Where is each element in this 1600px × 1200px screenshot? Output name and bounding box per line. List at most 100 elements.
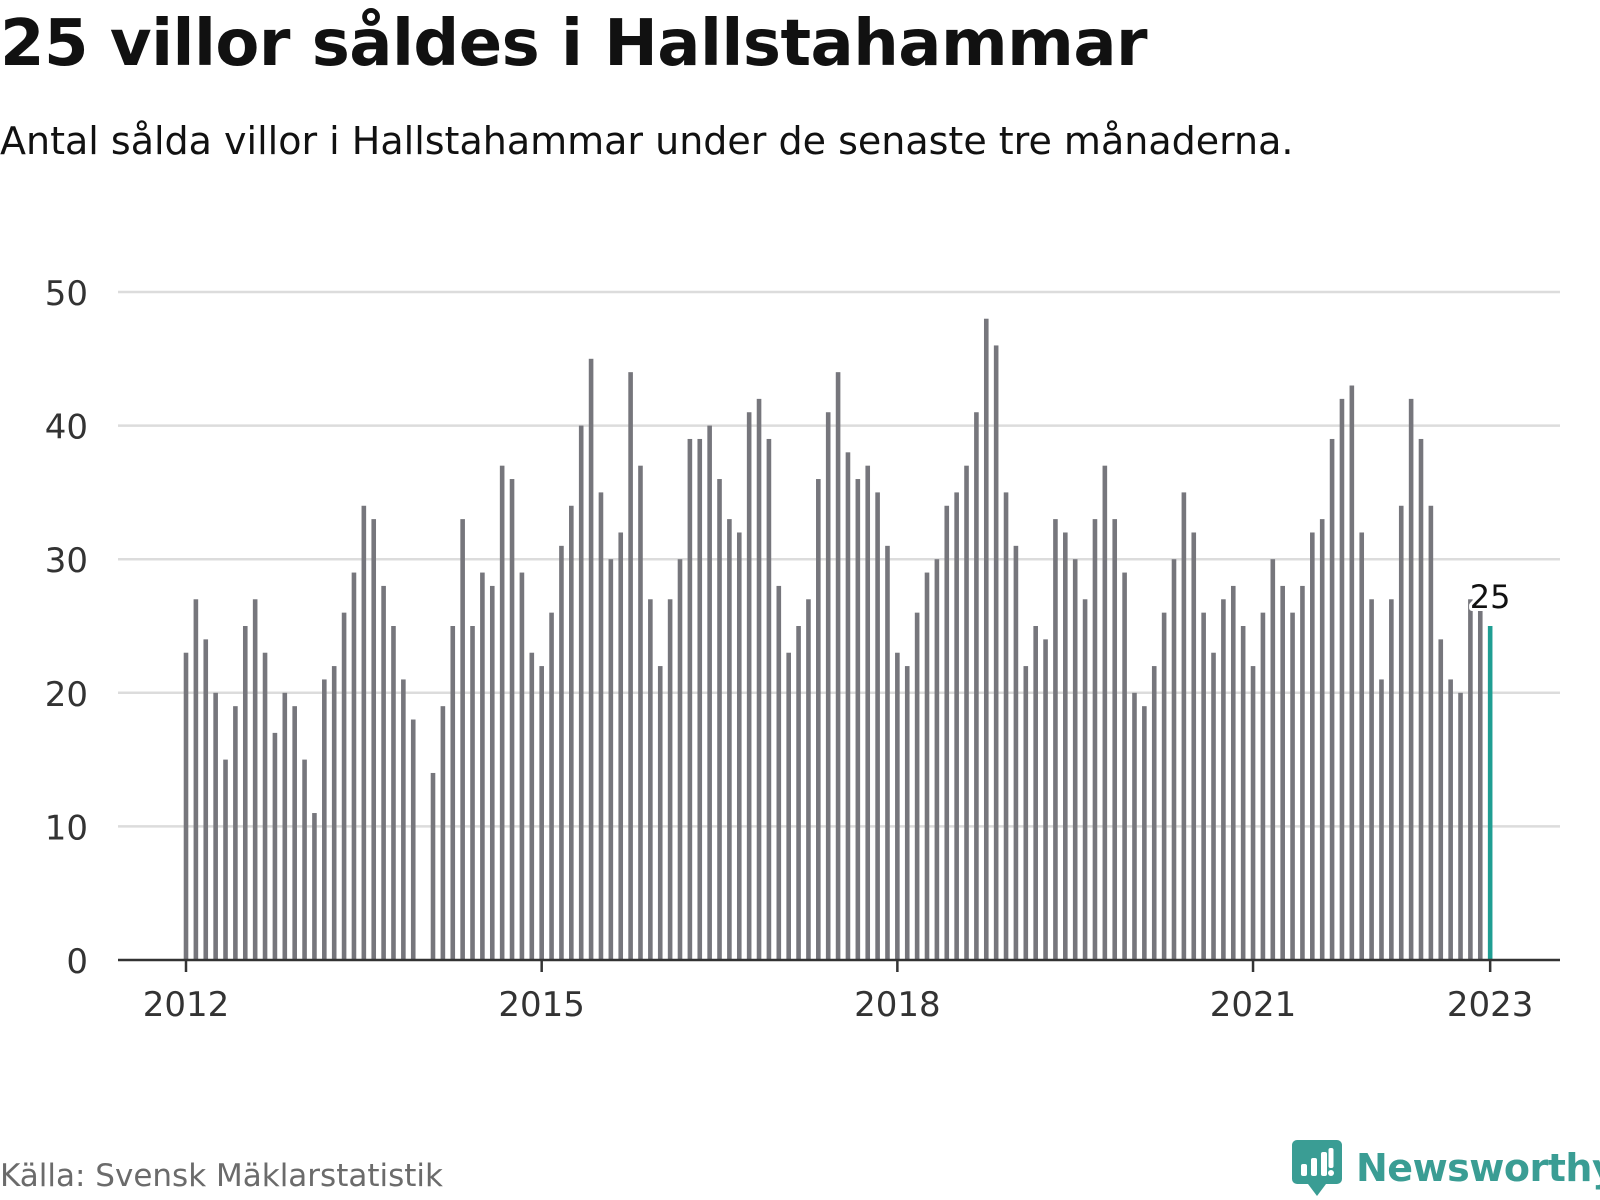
bar [203, 639, 209, 960]
bar [233, 706, 238, 960]
bar [1359, 532, 1365, 960]
bar [638, 465, 643, 960]
bar [1053, 519, 1058, 960]
x-tick-label-2018: 2018 [854, 985, 941, 1025]
bar [470, 626, 475, 960]
bar [588, 358, 594, 960]
bar [1310, 532, 1315, 960]
y-tick-label-30: 30 [45, 541, 88, 581]
data-labels: 25 [1467, 575, 1514, 619]
bar [262, 652, 268, 960]
bar [489, 585, 495, 960]
source-note: Källa: Svensk Mäklarstatistik [0, 1158, 443, 1194]
bar [687, 438, 693, 961]
bar [1201, 612, 1206, 960]
bar [341, 612, 347, 960]
bar [904, 666, 910, 960]
bar [1181, 492, 1187, 960]
bar [430, 772, 436, 960]
bar [371, 519, 377, 960]
bar [895, 652, 900, 960]
bar [648, 599, 653, 960]
bar [1102, 465, 1108, 960]
bar-chart: 0 10 20 30 40 50 2012 2015 2018 2021 2023 25 [45, 274, 1560, 1025]
bar [252, 599, 258, 960]
bar [766, 438, 772, 961]
bar [322, 679, 327, 960]
bar [697, 438, 703, 961]
bar [1161, 612, 1167, 960]
bar [835, 372, 841, 960]
bar [1082, 599, 1088, 960]
bar [213, 692, 218, 960]
bar [509, 479, 515, 960]
bar [954, 492, 959, 960]
bar [1191, 532, 1197, 960]
bar [529, 652, 535, 960]
bar [440, 706, 446, 960]
bar-highlight [1487, 626, 1493, 960]
bar [519, 572, 525, 960]
bar [1063, 532, 1068, 960]
bar [1221, 599, 1226, 960]
bar [1369, 599, 1374, 960]
bar [1171, 559, 1177, 960]
bar [727, 519, 732, 960]
bar [677, 559, 683, 960]
bar [1300, 585, 1305, 960]
bar [1468, 599, 1473, 960]
y-tick-label-50: 50 [45, 274, 88, 314]
bar [865, 465, 871, 960]
bar [796, 626, 801, 960]
bar [806, 599, 811, 960]
bar [183, 652, 189, 960]
bar [914, 612, 920, 960]
bar [845, 452, 851, 960]
bar [1448, 679, 1453, 960]
bar [885, 545, 890, 960]
bar [1329, 438, 1335, 961]
bar [1023, 666, 1029, 960]
chart-subtitle: Antal sålda villor i Hallstahammar under… [0, 119, 1294, 163]
bar [450, 626, 456, 960]
bar [1013, 545, 1019, 960]
bar [944, 505, 950, 960]
bar [1477, 599, 1483, 960]
bar [242, 626, 248, 960]
bar [1072, 559, 1078, 960]
bar [964, 465, 969, 960]
x-tick-label-2021: 2021 [1210, 985, 1297, 1025]
bar [1458, 692, 1463, 960]
bar [1290, 612, 1295, 960]
bar [351, 572, 357, 960]
bar [736, 532, 742, 960]
bar [499, 465, 505, 960]
bar [1418, 438, 1424, 961]
bar [993, 345, 999, 960]
bar [1043, 639, 1048, 960]
brand-name: Newsworthy [1356, 1146, 1600, 1190]
bar [974, 412, 979, 960]
y-axis-ticks: 0 10 20 30 40 50 [45, 274, 88, 982]
bar [1280, 585, 1285, 960]
bar [1122, 572, 1127, 960]
brand[interactable]: Newsworthy [1292, 1140, 1600, 1196]
bars [183, 318, 1493, 961]
bar [1230, 585, 1236, 960]
bar [776, 585, 782, 960]
bar [1319, 519, 1325, 960]
bar [756, 398, 762, 960]
bar [391, 626, 396, 960]
bar [628, 372, 633, 960]
bar [786, 652, 791, 960]
bar [983, 318, 989, 961]
bar [608, 559, 614, 960]
bar [707, 425, 712, 961]
bar [410, 719, 416, 960]
bar [1438, 639, 1444, 960]
bar [282, 692, 288, 960]
bar [1112, 519, 1118, 960]
bar [559, 545, 564, 960]
bar [1151, 666, 1157, 960]
bar [480, 572, 485, 960]
